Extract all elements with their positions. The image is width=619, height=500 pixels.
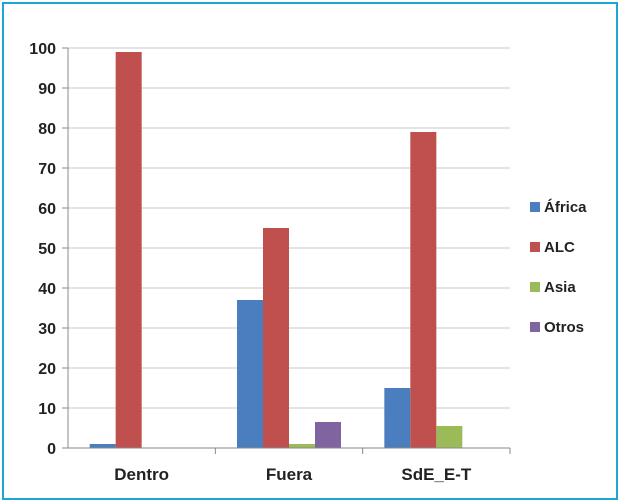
x-tick-label: SdE_E-T bbox=[401, 465, 472, 484]
bar-alc-fuera bbox=[263, 228, 289, 448]
legend-item: África bbox=[530, 199, 587, 216]
legend-label: ALC bbox=[544, 239, 575, 256]
legend-swatch bbox=[530, 202, 540, 212]
bar-alc-dentro bbox=[115, 52, 142, 448]
legend: África ALC Asia Otros bbox=[530, 199, 587, 336]
legend-swatch bbox=[530, 322, 540, 332]
bar-áfrica-sde_e-t bbox=[384, 388, 411, 448]
legend-item: Asia bbox=[530, 279, 576, 296]
x-tick-label: Dentro bbox=[114, 465, 169, 484]
legend-label: África bbox=[544, 199, 587, 216]
bar-asia-sde_e-t bbox=[436, 426, 463, 448]
bars bbox=[89, 52, 463, 448]
legend-label: Otros bbox=[544, 319, 584, 336]
y-tick-label: 40 bbox=[38, 281, 56, 298]
bar-áfrica-dentro bbox=[89, 444, 116, 448]
axes bbox=[62, 47, 511, 454]
legend-item: Otros bbox=[530, 319, 584, 336]
y-tick-label: 70 bbox=[38, 161, 56, 178]
legend-swatch bbox=[530, 242, 540, 252]
y-tick-label: 100 bbox=[29, 41, 56, 58]
bar-áfrica-fuera bbox=[237, 300, 263, 448]
legend-swatch bbox=[530, 282, 540, 292]
y-tick-label: 20 bbox=[38, 361, 56, 378]
x-tick-label: Fuera bbox=[266, 465, 313, 484]
y-tick-label: 90 bbox=[38, 81, 56, 98]
legend-item: ALC bbox=[530, 239, 575, 256]
x-tick-labels: Dentro Fuera SdE_E-T bbox=[114, 465, 472, 484]
legend-label: Asia bbox=[544, 279, 576, 296]
bar-alc-sde_e-t bbox=[410, 132, 437, 448]
y-tick-label: 0 bbox=[47, 441, 56, 458]
y-tick-label: 30 bbox=[38, 321, 56, 338]
y-tick-label: 10 bbox=[38, 401, 56, 418]
y-tick-label: 50 bbox=[38, 241, 56, 258]
y-tick-label: 80 bbox=[38, 121, 56, 138]
y-tick-labels: 0 10 20 30 40 50 60 70 80 90 100 bbox=[29, 41, 56, 458]
bar-asia-fuera bbox=[289, 444, 315, 448]
y-tick-label: 60 bbox=[38, 201, 56, 218]
bar-otros-fuera bbox=[315, 422, 341, 448]
